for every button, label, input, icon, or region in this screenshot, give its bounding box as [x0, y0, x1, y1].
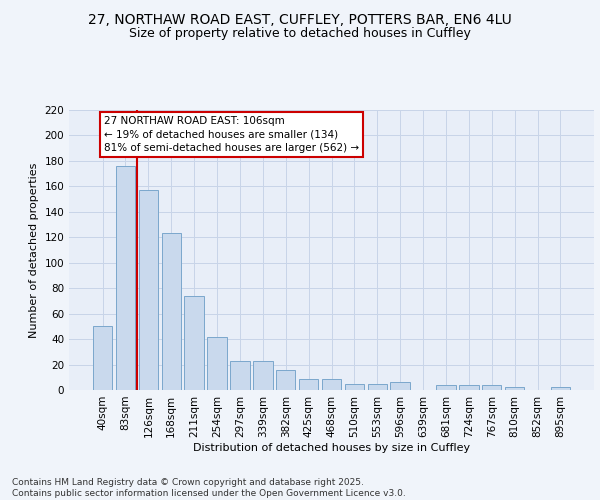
Bar — [208, 336, 227, 390]
Bar — [344, 384, 364, 390]
Bar — [436, 385, 455, 390]
Bar — [276, 370, 295, 390]
Text: Size of property relative to detached houses in Cuffley: Size of property relative to detached ho… — [129, 28, 471, 40]
Bar — [368, 384, 387, 390]
Bar — [139, 190, 158, 390]
Bar — [482, 385, 502, 390]
Bar — [184, 296, 204, 390]
Bar — [391, 382, 410, 390]
Bar — [551, 388, 570, 390]
Y-axis label: Number of detached properties: Number of detached properties — [29, 162, 39, 338]
Bar — [459, 385, 479, 390]
Bar — [299, 378, 319, 390]
Text: 27 NORTHAW ROAD EAST: 106sqm
← 19% of detached houses are smaller (134)
81% of s: 27 NORTHAW ROAD EAST: 106sqm ← 19% of de… — [104, 116, 359, 153]
Text: 27, NORTHAW ROAD EAST, CUFFLEY, POTTERS BAR, EN6 4LU: 27, NORTHAW ROAD EAST, CUFFLEY, POTTERS … — [88, 12, 512, 26]
Bar — [93, 326, 112, 390]
Bar — [322, 378, 341, 390]
Bar — [253, 360, 272, 390]
X-axis label: Distribution of detached houses by size in Cuffley: Distribution of detached houses by size … — [193, 442, 470, 452]
Bar — [161, 234, 181, 390]
Bar — [116, 166, 135, 390]
Bar — [230, 360, 250, 390]
Bar — [505, 388, 524, 390]
Text: Contains HM Land Registry data © Crown copyright and database right 2025.
Contai: Contains HM Land Registry data © Crown c… — [12, 478, 406, 498]
